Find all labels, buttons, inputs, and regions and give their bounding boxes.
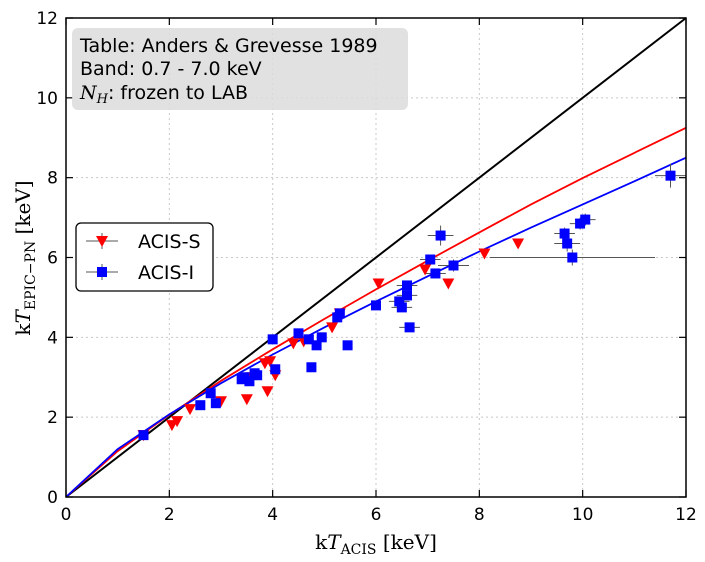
annotation-line-nh: NH: frozen to LAB — [79, 82, 248, 107]
nh-subscript: H — [96, 92, 109, 107]
legend-label-acis-s: ACIS-S — [138, 231, 201, 253]
data-point-acis-s — [184, 404, 196, 416]
y-tick-label: 12 — [36, 9, 58, 29]
x-tick-label: 12 — [675, 505, 697, 525]
legend-frame — [75, 222, 214, 292]
y-tick-label: 0 — [47, 488, 58, 508]
data-point-acis-i — [371, 300, 381, 311]
x-tick-label: 2 — [164, 505, 175, 525]
data-point-acis-i — [567, 252, 578, 263]
data-point-acis-i — [239, 372, 250, 383]
data-point-acis-i — [210, 398, 221, 409]
data-point-acis-i — [430, 268, 441, 279]
legend-marker-acis-i — [86, 264, 118, 280]
x-tick-label: 8 — [474, 505, 485, 525]
data-point-acis-s — [419, 264, 432, 276]
data-point-acis-i — [402, 280, 412, 291]
data-point-acis-i — [402, 290, 412, 301]
x-tick-label: 4 — [267, 505, 278, 525]
x-label-subscript: ACIS — [340, 542, 377, 558]
x-tick-label: 6 — [371, 505, 382, 525]
data-point-acis-i — [267, 334, 278, 345]
data-point-acis-s — [478, 248, 491, 260]
x-tick-label: 0 — [61, 505, 72, 525]
series-acis-i-points — [138, 170, 676, 441]
data-point-acis-s — [171, 416, 184, 428]
data-point-acis-i — [138, 430, 149, 441]
y-label-symbol: T — [11, 308, 35, 323]
data-point-acis-s — [326, 322, 339, 334]
data-point-acis-i — [435, 230, 446, 241]
y-label-subscript: EPIC−PN — [23, 241, 39, 310]
data-point-acis-s — [264, 356, 277, 368]
data-point-acis-i — [404, 322, 415, 333]
data-point-acis-i — [306, 362, 317, 373]
nh-symbol: N — [79, 82, 98, 104]
legend-label-acis-i: ACIS-I — [138, 262, 194, 284]
data-point-acis-i — [448, 260, 459, 271]
y-label-units: [keV] — [11, 180, 35, 240]
annotation-background — [72, 28, 408, 110]
data-point-acis-i — [303, 334, 314, 345]
data-point-acis-i — [396, 302, 407, 313]
x-axis-label: kTACIS [keV] — [315, 530, 437, 558]
data-point-acis-i — [575, 218, 586, 229]
data-point-acis-i — [394, 296, 405, 307]
legend: ACIS-S ACIS-I — [75, 222, 214, 292]
data-point-acis-i — [425, 254, 436, 265]
data-point-acis-i — [342, 340, 353, 351]
y-tick-label: 8 — [47, 169, 58, 189]
data-point-acis-i — [562, 238, 573, 249]
y-tick-label: 6 — [47, 249, 58, 269]
identity-line — [65, 17, 687, 498]
x-axis-ticks: 0 2 4 6 8 10 12 — [61, 18, 697, 525]
y-axis-ticks: 0 2 4 6 8 10 12 — [36, 9, 686, 508]
data-point-acis-s — [372, 278, 385, 290]
data-point-acis-i — [334, 308, 345, 319]
x-tick-label: 10 — [572, 505, 594, 525]
data-point-acis-s — [512, 238, 525, 250]
annotation-line-table: Table: Anders & Grevesse 1989 — [79, 35, 378, 57]
data-point-acis-i — [244, 376, 255, 387]
y-tick-label: 4 — [47, 328, 58, 348]
data-point-acis-i — [205, 388, 216, 399]
y-tick-label: 2 — [47, 408, 58, 428]
data-point-acis-i — [559, 228, 570, 239]
data-point-acis-s — [240, 394, 253, 406]
x-label-units: [keV] — [377, 530, 437, 554]
data-point-acis-i — [580, 214, 591, 225]
data-point-acis-i — [252, 370, 263, 381]
annotation-line-band: Band: 0.7 - 7.0 keV — [80, 58, 262, 80]
data-point-acis-s — [442, 278, 455, 290]
nh-text: : frozen to LAB — [108, 82, 248, 104]
x-label-symbol: T — [327, 530, 342, 554]
annotation-box: Table: Anders & Grevesse 1989 Band: 0.7 … — [72, 28, 408, 110]
data-point-acis-s — [261, 386, 274, 398]
data-point-acis-i — [195, 400, 206, 411]
data-point-acis-i — [293, 328, 304, 339]
data-point-acis-s — [287, 338, 300, 350]
legend-marker-acis-s — [86, 233, 118, 249]
data-point-acis-i — [270, 364, 281, 375]
x-label-prefix: k — [315, 530, 328, 554]
data-point-acis-i — [665, 170, 676, 181]
data-point-acis-i — [316, 332, 327, 343]
data-point-acis-i — [311, 340, 322, 351]
y-axis-label: kTEPIC−PN [keV] — [11, 180, 39, 335]
y-tick-label: 10 — [36, 89, 58, 109]
y-label-prefix: k — [11, 323, 35, 336]
error-bars — [388, 163, 686, 332]
